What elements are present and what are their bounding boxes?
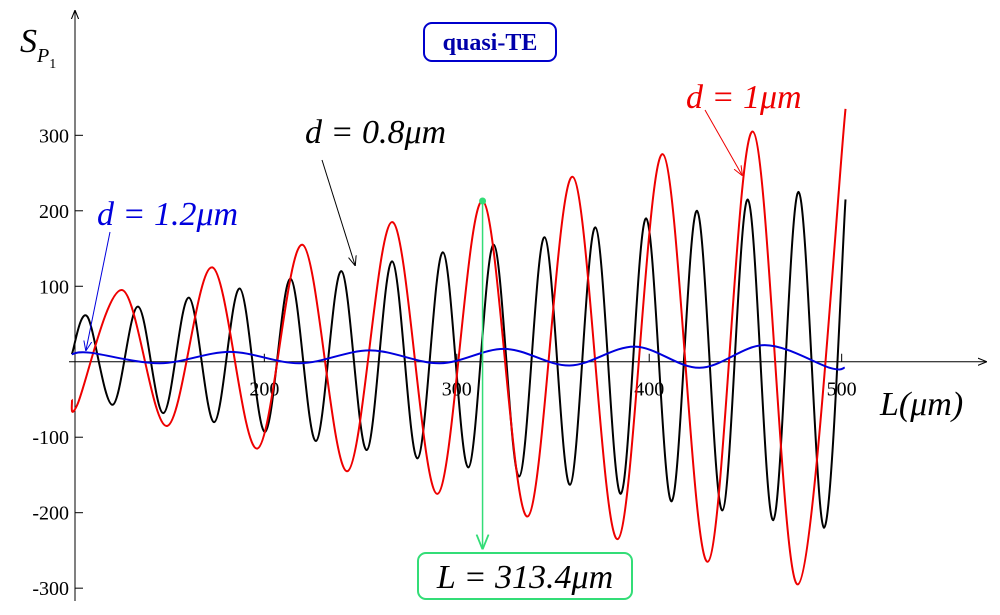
marker-box (417, 552, 633, 600)
y-tick-label: -300 (32, 578, 69, 600)
y-axis-label: SP1 (20, 23, 56, 72)
series-pointer (704, 109, 742, 175)
x-axis-label: L(μm) (879, 386, 963, 423)
x-tick-label: 500 (827, 379, 857, 401)
marker-point (479, 197, 487, 205)
x-tick-label: 300 (442, 379, 472, 401)
y-tick-label: 200 (39, 201, 69, 223)
x-tick-label: 400 (634, 379, 664, 401)
series-label: d = 0.8μm (305, 114, 446, 151)
plot-area (70, 108, 847, 586)
title-box (423, 22, 557, 62)
y-label-subsub: 1 (49, 57, 56, 72)
y-tick-label: -200 (32, 503, 69, 525)
y-label-sub: P (36, 45, 49, 67)
series-line (70, 190, 847, 529)
chart-title: quasi-TE (443, 30, 538, 56)
marker-label: L = 313.4μm (436, 559, 613, 596)
series-pointer (321, 159, 355, 265)
series-pointer (86, 231, 111, 350)
y-tick-label: 100 (39, 276, 69, 298)
series-line (71, 344, 845, 371)
series-line (70, 108, 847, 586)
series-label: d = 1μm (686, 79, 802, 116)
series-label: d = 1.2μm (97, 196, 238, 233)
y-tick-label: -100 (32, 427, 69, 449)
annotations: L = 313.4μm quasi-TE SP1 L(μm) d = 0.8μm d = … (20, 22, 963, 600)
y-tick-label: 300 (39, 125, 69, 147)
y-label-main: S (20, 23, 37, 60)
